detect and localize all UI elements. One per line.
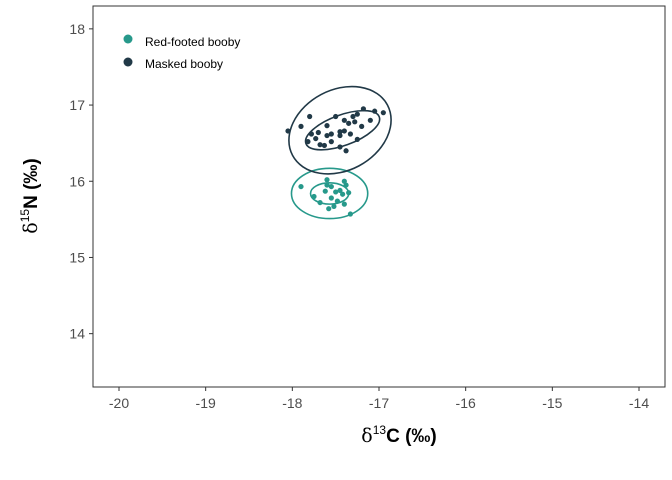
masked-booby-point xyxy=(372,108,378,114)
red-footed-booby-point xyxy=(322,188,328,194)
x-tick-label: -17 xyxy=(369,395,389,411)
masked-booby-point xyxy=(317,142,323,148)
masked-booby-point xyxy=(307,113,313,120)
masked-booby-point xyxy=(380,110,386,116)
red-footed-booby-point xyxy=(346,190,352,196)
red-footed-booby-point xyxy=(334,198,340,204)
y-tick-label: 14 xyxy=(69,326,85,342)
masked-booby-point xyxy=(359,123,365,129)
legend-label-red-footed-booby: Red-footed booby xyxy=(145,35,240,49)
masked-booby-point xyxy=(298,123,304,129)
plot-panel xyxy=(92,5,666,388)
y-axis-ticks: 14 15 16 17 18 xyxy=(69,21,93,342)
masked-booby-point xyxy=(328,139,334,145)
masked-booby-point xyxy=(343,148,349,154)
masked-booby-point xyxy=(308,131,314,137)
masked-booby-point xyxy=(337,132,343,139)
red-footed-booby-point xyxy=(340,191,346,197)
red-footed-booby-outer-ellipse xyxy=(290,167,369,220)
masked-booby-point xyxy=(328,131,334,137)
red-footed-booby-point xyxy=(298,183,304,190)
masked-booby-point xyxy=(324,132,330,139)
masked-booby-point xyxy=(354,136,360,142)
x-tick-label: -18 xyxy=(282,395,302,411)
legend: Red-footed booby Masked booby xyxy=(123,34,240,71)
masked-booby-point xyxy=(313,135,319,142)
legend-label-masked-booby: Masked booby xyxy=(145,57,223,71)
y-tick-label: 17 xyxy=(69,97,85,113)
red-footed-booby-point xyxy=(326,206,332,212)
masked-booby-point xyxy=(350,113,356,120)
red-footed-booby-point xyxy=(328,183,334,190)
red-footed-booby-point xyxy=(317,199,323,206)
masked-booby-point xyxy=(315,129,321,136)
x-tick-label: -16 xyxy=(456,395,476,411)
masked-booby-outer-ellipse xyxy=(288,85,392,175)
y-tick-label: 18 xyxy=(69,21,85,37)
x-axis-ticks: -20 -19 -18 -17 -16 -15 -14 xyxy=(109,387,649,411)
masked-booby-point xyxy=(360,106,366,112)
masked-booby-point xyxy=(341,117,347,123)
x-tick-label: -20 xyxy=(109,395,129,411)
red-footed-booby-point xyxy=(324,177,330,183)
red-footed-booby-point xyxy=(337,187,343,194)
x-axis-title: δ13C (‰) xyxy=(361,423,436,447)
masked-booby-point xyxy=(352,119,358,125)
masked-booby-point xyxy=(305,139,311,145)
points-layer xyxy=(285,106,386,217)
red-footed-booby-point xyxy=(347,211,353,217)
red-footed-booby-point xyxy=(333,189,339,195)
masked-booby-point xyxy=(324,123,330,129)
x-tick-label: -14 xyxy=(629,395,649,411)
masked-booby-point xyxy=(341,128,347,134)
masked-booby-point xyxy=(354,111,360,117)
masked-booby-point xyxy=(367,117,373,123)
red-footed-booby-point xyxy=(343,182,349,188)
x-tick-label: -19 xyxy=(196,395,216,411)
red-footed-booby-point xyxy=(324,182,330,188)
red-footed-booby-point xyxy=(328,195,334,201)
masked-booby-point xyxy=(285,128,291,134)
masked-booby-point xyxy=(346,120,352,126)
masked-booby-point xyxy=(337,144,343,150)
masked-booby-point xyxy=(347,131,353,137)
legend-marker-red-footed-booby xyxy=(123,34,133,44)
y-axis-title: δ15N (‰) xyxy=(18,158,42,233)
masked-booby-point xyxy=(337,129,343,135)
y-tick-label: 15 xyxy=(69,249,85,265)
red-footed-booby-point xyxy=(311,193,317,200)
x-tick-label: -15 xyxy=(542,395,562,411)
red-footed-booby-point xyxy=(341,201,347,207)
masked-booby-point xyxy=(333,113,339,120)
masked-booby-point xyxy=(321,142,327,149)
y-tick-label: 16 xyxy=(69,173,85,189)
red-footed-booby-point xyxy=(331,203,337,210)
legend-marker-masked-booby xyxy=(123,57,133,67)
